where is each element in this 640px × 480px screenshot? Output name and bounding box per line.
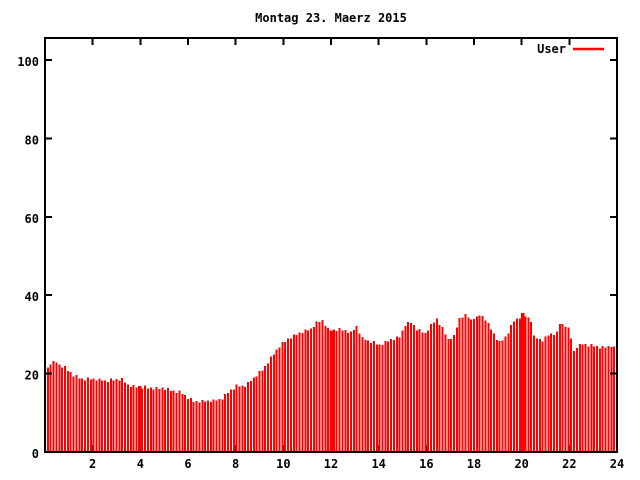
x-tick-label: 20	[514, 457, 528, 471]
x-tick-label: 22	[562, 457, 576, 471]
x-tick-label: 18	[467, 457, 481, 471]
x-tick-label: 24	[610, 457, 624, 471]
chart-title: Montag 23. Maerz 2015	[255, 11, 407, 25]
y-tick-label: 60	[25, 212, 39, 226]
y-tick-label: 20	[25, 369, 39, 383]
x-tick-label: 14	[371, 457, 385, 471]
x-tick-label: 16	[419, 457, 433, 471]
y-tick-label: 40	[25, 290, 39, 304]
y-tick-label: 80	[25, 133, 39, 147]
y-tick-label: 0	[32, 447, 39, 461]
x-tick-label: 10	[276, 457, 290, 471]
x-tick-label: 4	[137, 457, 144, 471]
x-tick-label: 2	[89, 457, 96, 471]
plot-frame	[44, 37, 618, 453]
x-axis-labels: 2 4 6 8 10 12 14 16 18 20 22 24	[89, 457, 624, 471]
y-tick-label: 100	[17, 55, 39, 69]
x-tick-label: 6	[184, 457, 191, 471]
impulse-bars-wide	[137, 312, 525, 451]
y-axis-labels: 0 20 40 60 80 100	[17, 55, 39, 461]
axis-ticks	[45, 38, 618, 453]
x-tick-label: 12	[324, 457, 338, 471]
legend-label: User	[537, 42, 566, 56]
legend: User	[537, 42, 604, 56]
x-tick-label: 8	[232, 457, 239, 471]
impulse-bars	[47, 314, 618, 451]
bars-series-user	[47, 312, 618, 451]
